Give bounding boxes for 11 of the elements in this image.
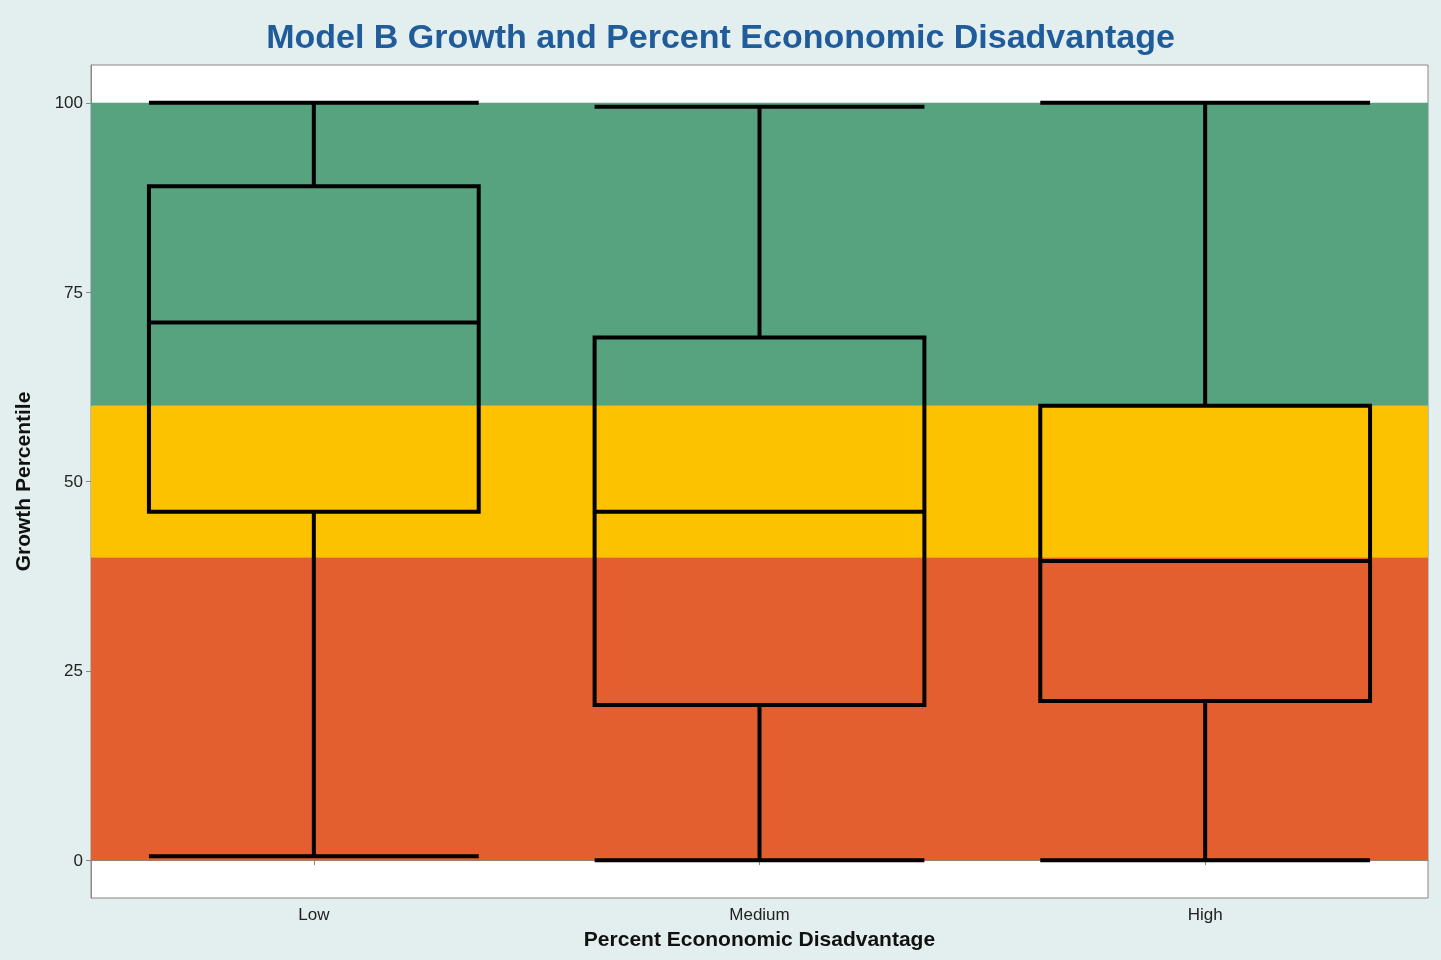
- x-tick-label: High: [1187, 905, 1223, 924]
- y-tick-label: 25: [64, 661, 83, 681]
- y-tick-label: 100: [54, 93, 83, 113]
- x-tick-label: Medium: [729, 905, 790, 924]
- x-axis-title: Percent Econonomic Disadvantage: [583, 926, 936, 950]
- y-tick-label: 50: [64, 472, 83, 491]
- x-tick-label: Low: [298, 905, 331, 924]
- y-tick-label: 0: [73, 850, 83, 870]
- y-axis-title: Growth Percentile: [11, 391, 34, 572]
- y-tick-label: 75: [64, 282, 83, 302]
- chart-title: Model B Growth and Percent Econonomic Disadvantage: [266, 17, 1175, 55]
